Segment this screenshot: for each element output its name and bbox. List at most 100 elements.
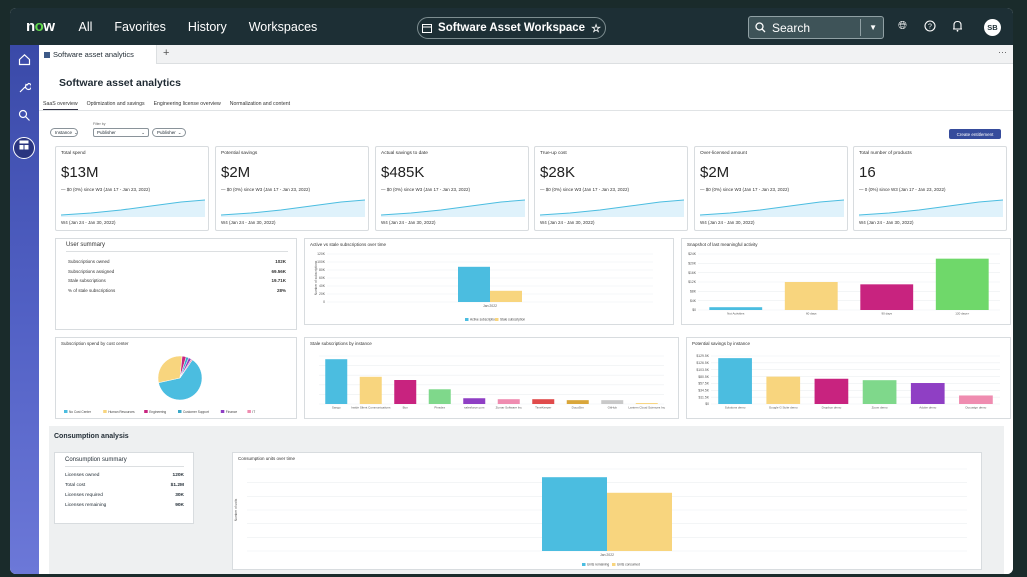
bar[interactable] [490,290,522,302]
consumption-summary-title: Consumption summary [65,457,127,463]
bar[interactable] [709,307,763,310]
create-entitlement-button[interactable]: Create entitlement [949,129,1001,139]
subtab-optimization[interactable]: Optimization and savings [86,101,145,107]
y-tick-label: $0 [692,308,696,312]
bar[interactable] [542,477,607,551]
bar[interactable] [862,380,897,404]
bar[interactable] [532,399,555,404]
kpi-value: $2M [700,164,730,181]
bar[interactable] [959,395,993,404]
help-icon[interactable]: ? [923,20,936,33]
stale-by-instance-card: Stale subscriptions by instance Sango Ins… [304,337,679,419]
instance-filter[interactable]: Instance ⌄ [50,128,78,137]
bar[interactable] [566,400,589,404]
chevron-down-icon[interactable]: ▼ [869,23,877,32]
kpi-card[interactable]: Actual savings to date $485K — $0 (0%) sin… [375,146,529,231]
bar[interactable] [359,376,382,404]
tab-software-asset-analytics[interactable]: Software asset analytics [39,45,157,64]
legend-swatch [495,318,499,321]
subtab-saas-overview[interactable]: SaaS overview [43,101,78,110]
wrench-icon[interactable] [17,81,33,96]
nav-all[interactable]: All [78,19,93,34]
search-settings-icon[interactable] [17,109,32,124]
star-icon[interactable]: ☆ [591,22,601,35]
kpi-period: W4 (Jan 24 - Jan 30, 2022) [61,220,116,225]
legend-label: Active subscription [470,318,497,322]
chart-title: Consumption units over time [238,456,296,461]
bar[interactable] [718,358,752,404]
bar[interactable] [428,389,451,404]
consumption-row: Licenses required 30K [65,493,184,498]
y-tick-label: $11.5K [699,395,710,399]
bar[interactable] [601,400,624,404]
kpi-card[interactable]: Total spend $13M — $0 (0%) since W3 (Jan 1… [55,146,209,231]
chart-svg: $0 $11.5K $34.5K $57.5K $80.5K $103.5K $126.5K… [696,354,1000,410]
kpi-value: $13M [61,164,99,181]
bar[interactable] [325,359,348,404]
x-tick-label: GitHub [608,406,618,410]
global-search[interactable]: Search ▼ [748,16,884,39]
x-tick-label: Zoom demo [872,406,888,410]
y-tick-label: $129.5K [696,354,709,358]
subtab-engineering-license[interactable]: Engineering license overview [153,101,221,107]
bar[interactable] [814,378,849,404]
user-summary-row: Subscriptions assigned 69.56K [68,269,286,274]
pie-slice[interactable] [158,359,203,401]
chart-svg: No Cost Center Human Resources Engineering… [64,355,255,414]
kpi-card[interactable]: Potential savings $2M — $0 (0%) since W3 (… [215,146,369,231]
bar[interactable] [463,398,486,404]
kpi-label: Total number of products [859,151,912,156]
chart-svg: $0 $4K $8K $12K $16K $20K $24K Not Activities 60… [688,252,1000,316]
bell-icon[interactable] [951,20,964,33]
servicenow-logo[interactable]: now [26,18,55,35]
bar[interactable] [497,399,520,404]
chart-title: Potential savings by instance [692,341,751,346]
kpi-value: $2M [221,164,251,181]
consumption-row: Licenses remaining 90K [65,503,184,508]
kpi-period: W4 (Jan 24 - Jan 30, 2022) [700,220,755,225]
nav-workspaces[interactable]: Workspaces [248,19,318,34]
add-tab-button[interactable]: + [163,47,170,59]
bar[interactable] [935,258,989,310]
filter-by-select[interactable]: Publisher ⌄ [93,128,149,137]
left-rail [10,45,39,574]
bar[interactable] [910,383,945,404]
nav-history[interactable]: History [187,19,227,34]
pie-slice[interactable] [157,355,183,384]
subtab-normalization[interactable]: Normalization and content [229,101,291,107]
bar[interactable] [766,376,801,404]
bar[interactable] [607,492,672,551]
chevron-down-icon: ⌄ [74,129,78,135]
publisher-filter[interactable]: Publisher ⌄ [152,128,186,137]
kpi-label: Actual savings to date [381,151,428,156]
x-tick-label: DocuSim [572,406,585,410]
bar[interactable] [635,403,658,404]
workspace-title-pill[interactable]: Software Asset Workspace ☆ [417,17,606,39]
home-icon[interactable] [17,53,32,68]
bar[interactable] [860,284,914,310]
consumption-row: Total cost $1.2M [65,483,184,488]
x-tick-label: Sango [332,406,341,410]
globe-icon[interactable]: 🌐︎ [898,20,907,32]
kpi-sparkline [859,199,1003,217]
bar[interactable] [458,266,490,302]
workspace-title: Software Asset Workspace [438,22,586,34]
bar[interactable] [394,380,417,404]
y-tick-label: 120K [317,252,326,256]
pie-slice[interactable] [179,358,193,379]
more-options-icon[interactable]: ⋯ [998,47,1007,57]
user-avatar[interactable]: SB [984,19,1001,36]
nav-favorites[interactable]: Favorites [114,19,166,34]
kpi-change: — $0 (0%) since W3 (Jan 17 - Jan 23, 202… [61,187,151,192]
kpi-card[interactable]: Over-licensed amount $2M — $0 (0%) since W… [694,146,848,231]
kpi-card[interactable]: True-up cost $28K — $0 (0%) since W3 (Jan … [534,146,688,231]
subtab-divider [39,110,1013,111]
x-tick-label: salesforce.com [464,406,485,410]
bar[interactable] [784,282,838,310]
kpi-label: True-up cost [540,151,567,156]
x-tick-label: TimeKeeper [535,406,551,410]
dashboard-icon[interactable] [13,137,35,159]
kpi-card[interactable]: Total number of products 16 — 0 (0%) since… [853,146,1007,231]
x-tick-label: Solutions demo [725,406,746,410]
legend-label: IT [252,410,255,414]
